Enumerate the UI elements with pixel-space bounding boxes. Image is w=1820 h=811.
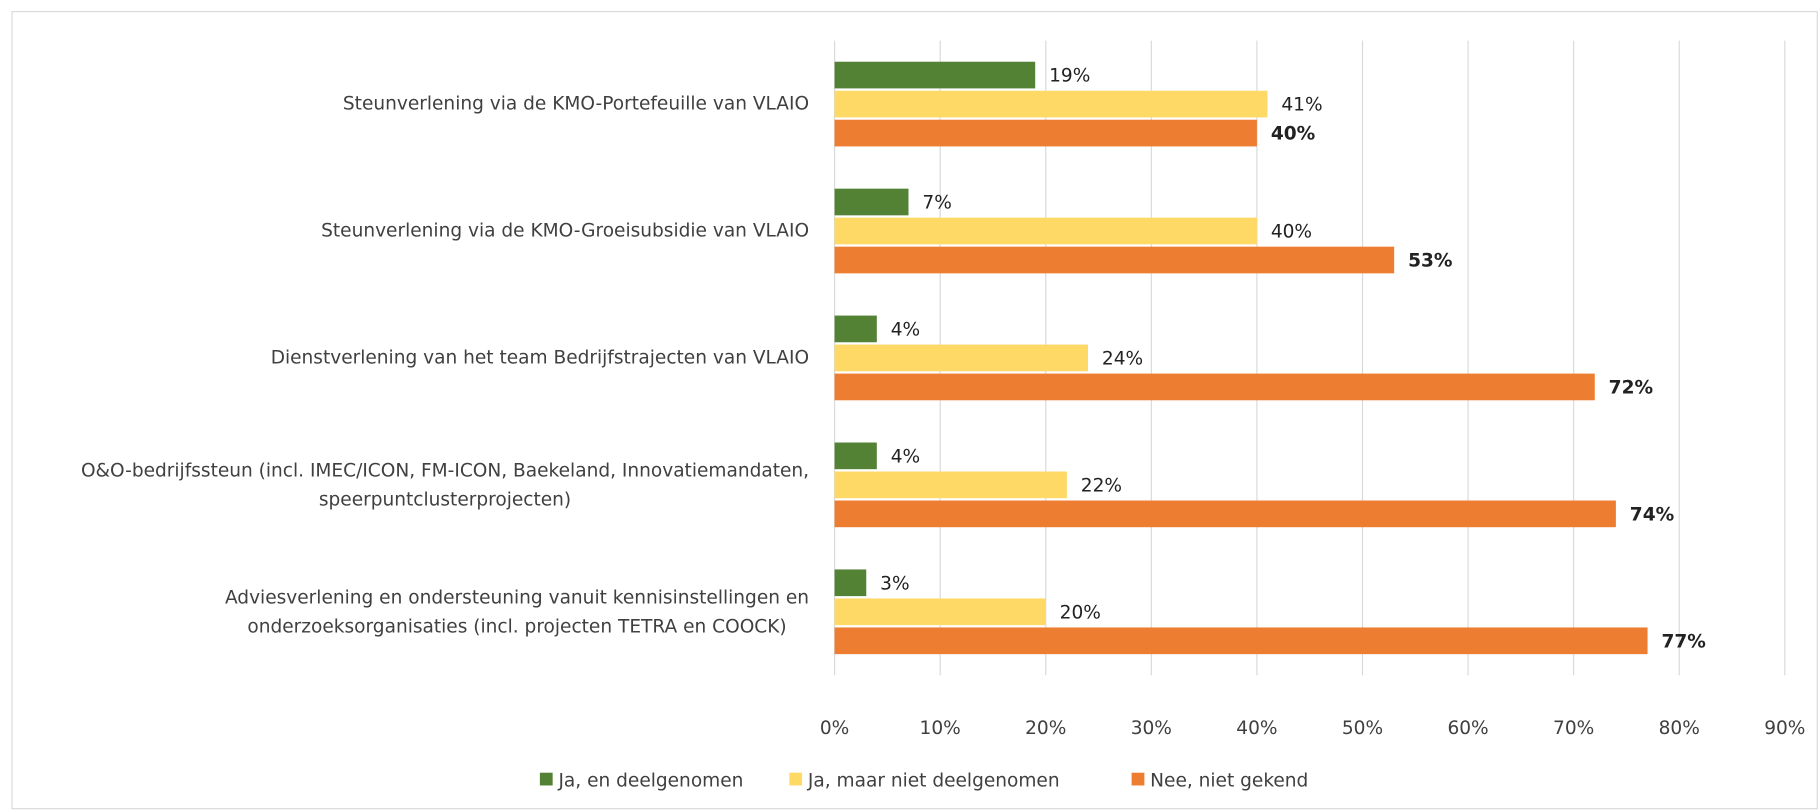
bar — [834, 471, 1067, 499]
bar — [834, 500, 1616, 528]
x-tick-label: 30% — [1131, 718, 1172, 739]
bar — [834, 217, 1257, 245]
data-label: 3% — [880, 573, 909, 594]
data-label: 72% — [1609, 378, 1653, 399]
data-label: 74% — [1630, 505, 1674, 526]
legend-label: Nee, niet gekend — [1150, 770, 1308, 791]
legend-swatch — [789, 772, 803, 786]
data-label: 4% — [891, 447, 920, 468]
x-tick-label: 0% — [820, 718, 849, 739]
x-tick-label: 20% — [1025, 718, 1066, 739]
x-tick-label: 50% — [1342, 718, 1383, 739]
data-label: 20% — [1060, 602, 1101, 623]
category-label: Adviesverlening en ondersteuning vanuit … — [225, 587, 809, 637]
data-label: 40% — [1271, 124, 1315, 145]
bar — [834, 569, 867, 597]
bar — [834, 373, 1595, 401]
x-tick-label: 70% — [1553, 718, 1594, 739]
bar — [834, 344, 1088, 372]
data-label: 7% — [922, 193, 951, 214]
x-tick-label: 40% — [1236, 718, 1277, 739]
category-label: Dienstverlening van het team Bedrijfstra… — [271, 347, 809, 368]
data-label: 53% — [1408, 251, 1452, 272]
data-label: 24% — [1102, 349, 1143, 370]
bar — [834, 442, 877, 470]
data-label: 41% — [1281, 95, 1322, 116]
legend-label: Ja, en deelgenomen — [557, 770, 743, 791]
legend-swatch — [539, 772, 553, 786]
data-label: 22% — [1081, 476, 1122, 497]
bar — [834, 188, 909, 216]
data-label: 4% — [891, 320, 920, 341]
legend-label: Ja, maar niet deelgenomen — [807, 770, 1060, 791]
bar — [834, 315, 877, 343]
x-tick-label: 60% — [1447, 718, 1488, 739]
bar — [834, 61, 1036, 89]
data-label: 19% — [1049, 66, 1090, 87]
bar — [834, 119, 1257, 147]
data-label: 40% — [1271, 222, 1312, 243]
category-label: O&O-bedrijfssteun (incl. IMEC/ICON, FM-I… — [81, 460, 809, 510]
x-tick-label: 90% — [1764, 718, 1805, 739]
bar — [834, 90, 1268, 118]
x-tick-label: 10% — [920, 718, 961, 739]
x-tick-label: 80% — [1659, 718, 1700, 739]
bar — [834, 246, 1395, 274]
data-label: 77% — [1661, 631, 1705, 652]
bar — [834, 598, 1046, 626]
category-label: Steunverlening via de KMO-Portefeuille v… — [343, 94, 809, 115]
legend-swatch — [1131, 772, 1145, 786]
category-label: Steunverlening via de KMO-Groeisubsidie … — [321, 221, 809, 242]
bar — [834, 627, 1648, 655]
